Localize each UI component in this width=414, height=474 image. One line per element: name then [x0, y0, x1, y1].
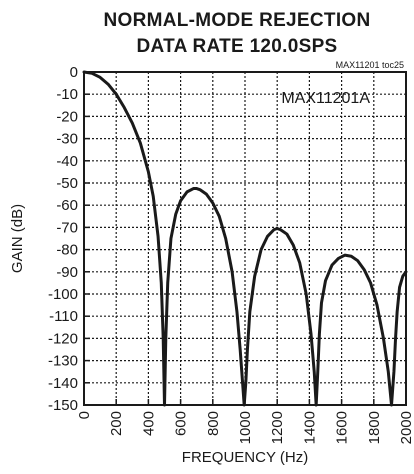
x-tick-label: 1400 [301, 411, 318, 444]
y-tick-label: -40 [56, 153, 78, 170]
x-tick-label: 200 [108, 411, 125, 436]
y-tick-label: -110 [49, 308, 78, 325]
x-tick-label: 1800 [366, 411, 383, 444]
chart-subtitle: DATA RATE 120.0SPS [136, 36, 337, 57]
series-layer [82, 70, 408, 407]
y-tick-label: 0 [70, 64, 78, 81]
y-tick-label: -130 [48, 353, 78, 370]
axis-ticks [83, 71, 407, 406]
tick-labels: 0 200 400 600 800 1000 1200 1400 1600 1800 20000-1… [48, 64, 414, 444]
x-tick-label: 1200 [269, 411, 286, 444]
x-tick-label: 600 [173, 411, 190, 436]
x-axis-label: FREQUENCY (Hz) [182, 449, 308, 466]
y-tick-label: -30 [56, 131, 78, 148]
y-tick-label: -20 [56, 108, 78, 125]
x-tick-label: 1600 [334, 411, 351, 444]
figure-code: MAX11201 toc25 [336, 60, 404, 70]
y-tick-label: -50 [56, 175, 78, 192]
y-tick-label: -70 [56, 219, 78, 236]
x-tick-label: 400 [140, 411, 157, 436]
y-tick-label: -10 [56, 86, 78, 103]
y-tick-label: -120 [48, 330, 78, 347]
y-tick-label: -90 [56, 264, 78, 281]
y-tick-label: -100 [48, 286, 78, 303]
x-tick-label: 2000 [398, 411, 414, 444]
series-line-0 [82, 70, 408, 407]
y-tick-label: -80 [56, 242, 78, 259]
y-tick-label: -150 [48, 397, 78, 414]
x-tick-label: 800 [205, 411, 222, 436]
x-tick-label: 1000 [237, 411, 254, 444]
y-axis-label: GAIN (dB) [9, 204, 26, 273]
y-tick-label: -140 [48, 375, 78, 392]
y-tick-label: -60 [56, 197, 78, 214]
chart-title: NORMAL-MODE REJECTION [103, 10, 370, 31]
x-tick-label: 0 [76, 411, 93, 419]
series-label: MAX11201A [281, 90, 370, 107]
